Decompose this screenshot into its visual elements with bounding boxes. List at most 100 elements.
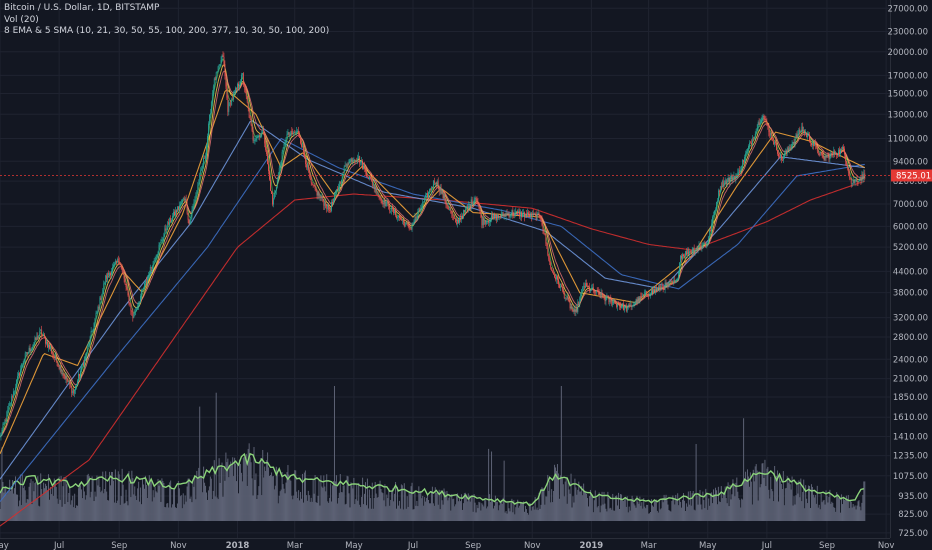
y-tick-label: 5200.00 — [893, 243, 928, 253]
volume-bar — [441, 500, 443, 521]
volume-bar — [789, 484, 791, 521]
candle-body — [738, 170, 740, 172]
candle-body — [807, 135, 808, 138]
volume-bar — [625, 506, 627, 521]
candle-body — [584, 286, 586, 288]
candle-body — [239, 84, 240, 87]
volume-bar — [503, 460, 505, 521]
volume-bar — [431, 486, 433, 521]
volume-bar — [452, 499, 454, 521]
candle-body — [786, 147, 788, 153]
candle-body — [392, 206, 394, 209]
candle-body — [764, 119, 766, 120]
candle-body — [313, 185, 315, 186]
volume-bar — [129, 482, 131, 521]
candle-body — [395, 209, 396, 216]
y-axis[interactable]: 725.00825.00935.001075.001235.001410.001… — [887, 4, 928, 539]
candle-body — [784, 151, 786, 155]
candle-body — [248, 108, 250, 118]
volume-bar — [194, 475, 196, 521]
volume-bar — [98, 477, 100, 521]
candle-body — [702, 243, 704, 247]
volume-bar — [147, 486, 149, 521]
candle-body — [249, 117, 251, 119]
y-tick-label: 20000.00 — [887, 48, 928, 58]
candle-body — [142, 289, 143, 291]
candle-body — [683, 254, 684, 257]
volume-bar — [629, 510, 631, 521]
candle-body — [164, 228, 166, 235]
candle-body — [156, 254, 158, 258]
volume-bar — [111, 472, 113, 521]
candle-body — [157, 252, 159, 255]
candle-body — [424, 197, 426, 202]
candle-body — [455, 218, 457, 223]
candle-body — [300, 137, 301, 144]
candle-body — [225, 76, 227, 87]
candle-body — [777, 150, 778, 154]
candle-body — [171, 220, 173, 223]
candle-body — [664, 282, 666, 290]
candle-body — [281, 151, 283, 164]
legend-volume[interactable]: Vol (20) — [4, 14, 39, 25]
candle-body — [229, 102, 231, 104]
volume-bar — [687, 491, 689, 521]
volume-bar — [299, 500, 301, 521]
volume-bar — [383, 500, 385, 521]
candle-body — [363, 166, 364, 169]
candle-body — [700, 245, 702, 248]
candle-body — [642, 294, 644, 297]
candle-body — [346, 163, 348, 166]
candle-body — [347, 163, 349, 165]
volume-bar — [13, 493, 15, 521]
candle-body — [597, 290, 599, 293]
candle-body — [693, 247, 695, 253]
candle-body — [524, 212, 525, 218]
volume-bar — [613, 510, 615, 521]
volume-bar — [2, 481, 4, 521]
candle-body — [183, 197, 185, 200]
volume-bar — [185, 501, 187, 521]
candle-body — [680, 255, 681, 263]
candle-body — [257, 135, 259, 138]
candle-body — [785, 151, 787, 153]
volume-bar — [700, 504, 702, 521]
volume-bar — [619, 494, 621, 521]
volume-bar — [363, 504, 365, 521]
candle-body — [158, 244, 160, 253]
candle-body — [195, 194, 197, 200]
candle-body — [228, 103, 230, 112]
volume-bar — [140, 487, 142, 521]
candle-body — [577, 301, 579, 313]
volume-bar — [178, 488, 180, 521]
candle-body — [499, 216, 501, 218]
volume-bar — [133, 494, 135, 521]
volume-bar — [313, 493, 315, 521]
volume-bar — [333, 386, 335, 521]
volume-bar — [396, 508, 398, 521]
volume-bar — [840, 512, 842, 521]
candle-body — [24, 353, 26, 359]
candle-body — [149, 266, 151, 275]
volume-bar — [201, 475, 203, 521]
legend-indicator[interactable]: 8 EMA & 5 SMA (10, 21, 30, 50, 55, 100, … — [4, 26, 330, 36]
volume-bar — [418, 486, 420, 521]
candle-body — [847, 168, 849, 173]
candle-body — [311, 182, 313, 185]
candle-body — [789, 147, 791, 149]
candle-body — [219, 64, 221, 65]
candle-body — [263, 129, 265, 135]
volume-bar — [746, 479, 748, 521]
candle-body — [174, 211, 175, 216]
legend-symbol[interactable]: Bitcoin / U.S. Dollar, 1D, BITSTAMP — [4, 3, 160, 13]
candle-body — [820, 152, 822, 153]
moving-average-lines — [0, 58, 866, 527]
volume-bar — [303, 472, 305, 521]
candle-body — [421, 206, 423, 209]
candle-body — [412, 224, 414, 226]
x-axis[interactable]: MayJulSepNov2018MarMayJulSepNov2019MarMa… — [0, 541, 894, 550]
candle-body — [122, 270, 124, 275]
candle-body — [799, 129, 801, 133]
candle-body — [854, 179, 856, 183]
